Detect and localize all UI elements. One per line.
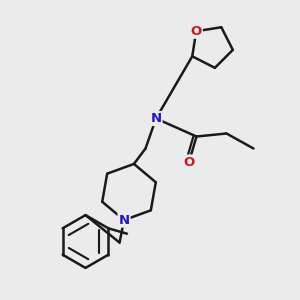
Text: N: N [150,112,162,125]
Text: N: N [118,214,130,226]
Text: O: O [190,25,202,38]
Text: O: O [183,155,195,169]
